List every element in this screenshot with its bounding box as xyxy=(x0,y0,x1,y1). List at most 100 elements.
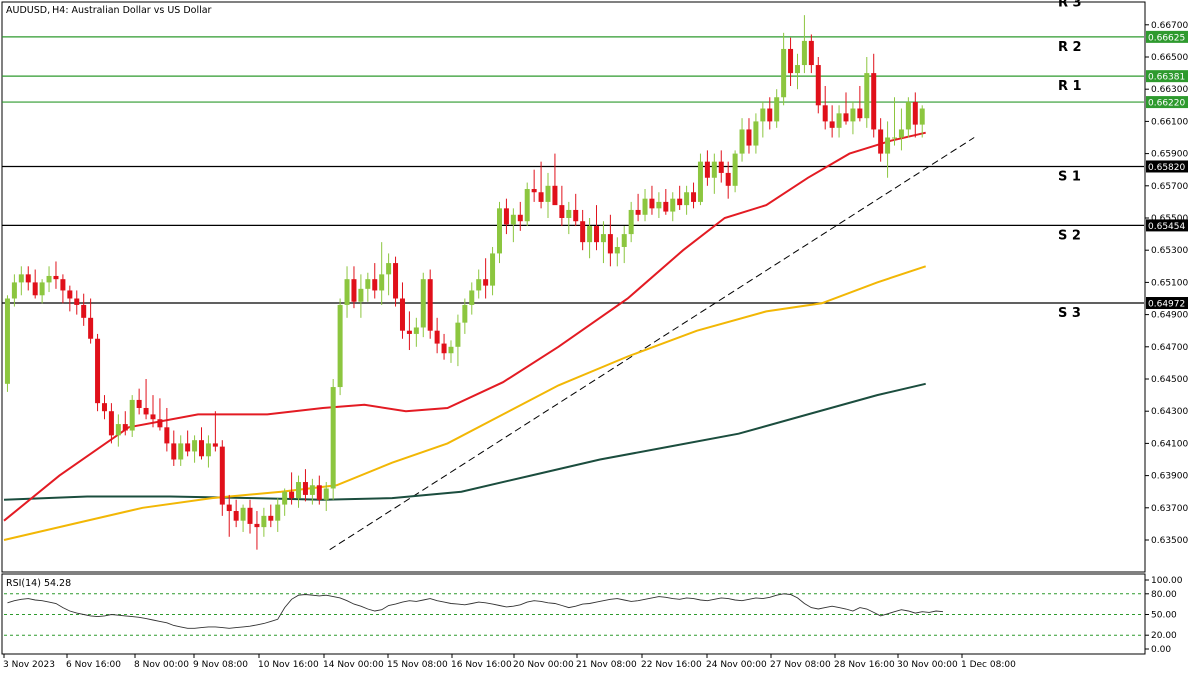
bear-candle xyxy=(594,226,600,243)
bear-candle xyxy=(289,491,295,499)
bear-candle xyxy=(912,102,918,125)
price-tick-label: 0.64500 xyxy=(1151,375,1188,385)
trendline xyxy=(329,137,975,551)
bear-candle xyxy=(607,234,613,254)
bear-candle xyxy=(635,209,641,215)
time-tick-label: 6 Nov 16:00 xyxy=(66,660,121,670)
level-name: R 3 xyxy=(1058,0,1082,11)
rsi-tick-label: 80.00 xyxy=(1151,590,1177,600)
bear-candle xyxy=(254,523,260,528)
bull-candle xyxy=(344,279,350,305)
bear-candle xyxy=(60,279,66,291)
bear-candle xyxy=(226,504,232,512)
bear-candle xyxy=(531,189,537,193)
bull-candle xyxy=(46,275,52,283)
bull-candle xyxy=(670,198,676,212)
bear-candle xyxy=(829,121,835,128)
time-tick-label: 1 Dec 08:00 xyxy=(961,660,1016,670)
bear-candle xyxy=(108,411,114,436)
bear-candle xyxy=(767,108,773,122)
bull-candle xyxy=(510,214,516,225)
bear-candle xyxy=(88,317,94,339)
time-tick-label: 20 Nov 00:00 xyxy=(513,660,574,670)
chart-header: AUDUSD, H4: Australian Dollar vs US Dollar xyxy=(6,5,212,16)
level-price-tag-text: 0.66625 xyxy=(1148,33,1185,43)
bull-candle xyxy=(739,129,745,154)
price-tick-label: 0.66700 xyxy=(1151,21,1188,31)
bull-candle xyxy=(614,246,620,254)
bull-candle xyxy=(850,108,856,122)
bull-candle xyxy=(885,137,891,154)
bear-candle xyxy=(351,279,357,302)
bull-candle xyxy=(448,346,454,354)
time-tick-label: 30 Nov 00:00 xyxy=(897,660,958,670)
level-price-tag xyxy=(1146,297,1188,310)
bear-candle xyxy=(164,427,170,444)
bull-candle xyxy=(275,504,281,521)
bull-candle xyxy=(621,234,627,247)
bear-candle xyxy=(552,185,558,206)
price-tick-label: 0.63700 xyxy=(1151,504,1188,514)
bear-candle xyxy=(32,282,38,296)
bear-candle xyxy=(143,407,149,415)
bear-candle xyxy=(25,274,31,283)
bear-candle xyxy=(101,403,107,412)
time-tick-label: 14 Nov 00:00 xyxy=(323,660,384,670)
level-price-tag-text: 0.65820 xyxy=(1148,163,1185,173)
bull-candle xyxy=(18,274,24,283)
bear-candle xyxy=(219,446,225,505)
ma-fast-line xyxy=(3,131,926,522)
time-tick-label: 15 Nov 08:00 xyxy=(387,660,448,670)
bear-candle xyxy=(691,192,697,202)
bull-candle xyxy=(39,282,45,296)
bear-candle xyxy=(517,214,523,222)
bear-candle xyxy=(212,443,218,447)
bull-candle xyxy=(684,192,690,206)
price-tick-label: 0.65900 xyxy=(1151,150,1188,160)
bear-candle xyxy=(871,73,877,130)
bull-candle xyxy=(628,209,634,235)
bull-candle xyxy=(11,282,17,299)
bull-candle xyxy=(566,209,572,218)
bear-candle xyxy=(725,172,731,186)
bull-candle xyxy=(413,327,419,334)
bull-candle xyxy=(545,185,551,202)
rsi-tick-label: 50.00 xyxy=(1151,611,1177,621)
rsi-indicator xyxy=(4,593,1144,636)
bull-candle xyxy=(794,65,800,74)
rsi-label: RSI(14) 54.28 xyxy=(6,578,71,589)
bear-candle xyxy=(704,161,710,178)
level-price-tag xyxy=(1146,70,1188,83)
bull-candle xyxy=(365,279,371,289)
bull-candle xyxy=(4,298,10,384)
bear-candle xyxy=(580,221,586,243)
bear-candle xyxy=(53,275,59,280)
bear-candle xyxy=(746,129,752,146)
bull-candle xyxy=(296,482,302,499)
time-tick-label: 27 Nov 08:00 xyxy=(770,660,831,670)
rsi-axis: 100.00 80.00 50.00 20.00 0.00 xyxy=(1145,576,1183,655)
bear-candle xyxy=(268,515,274,521)
bull-candle xyxy=(774,97,780,122)
bull-candle xyxy=(323,488,329,500)
bear-candle xyxy=(74,298,80,305)
level-name: S 2 xyxy=(1058,228,1081,243)
bear-candle xyxy=(434,330,440,344)
bull-candle xyxy=(587,226,593,243)
level-price-tag-text: 0.64972 xyxy=(1148,300,1185,310)
rsi-tick-label: 100.00 xyxy=(1151,576,1183,586)
price-tick-label: 0.66500 xyxy=(1151,53,1188,63)
bull-candle xyxy=(379,274,385,291)
time-tick-label: 24 Nov 00:00 xyxy=(706,660,767,670)
bull-candle xyxy=(455,322,461,347)
price-tick-label: 0.65500 xyxy=(1151,214,1188,224)
rsi-tick-label: 0.00 xyxy=(1151,645,1171,655)
candles xyxy=(4,15,925,550)
level-price-tag-text: 0.65454 xyxy=(1148,222,1185,232)
rsi-tick-label: 20.00 xyxy=(1151,631,1177,641)
time-tick-label: 21 Nov 08:00 xyxy=(576,660,637,670)
time-tick-label: 8 Nov 00:00 xyxy=(134,660,189,670)
bear-candle xyxy=(136,399,142,408)
price-tick-label: 0.65700 xyxy=(1151,182,1188,192)
